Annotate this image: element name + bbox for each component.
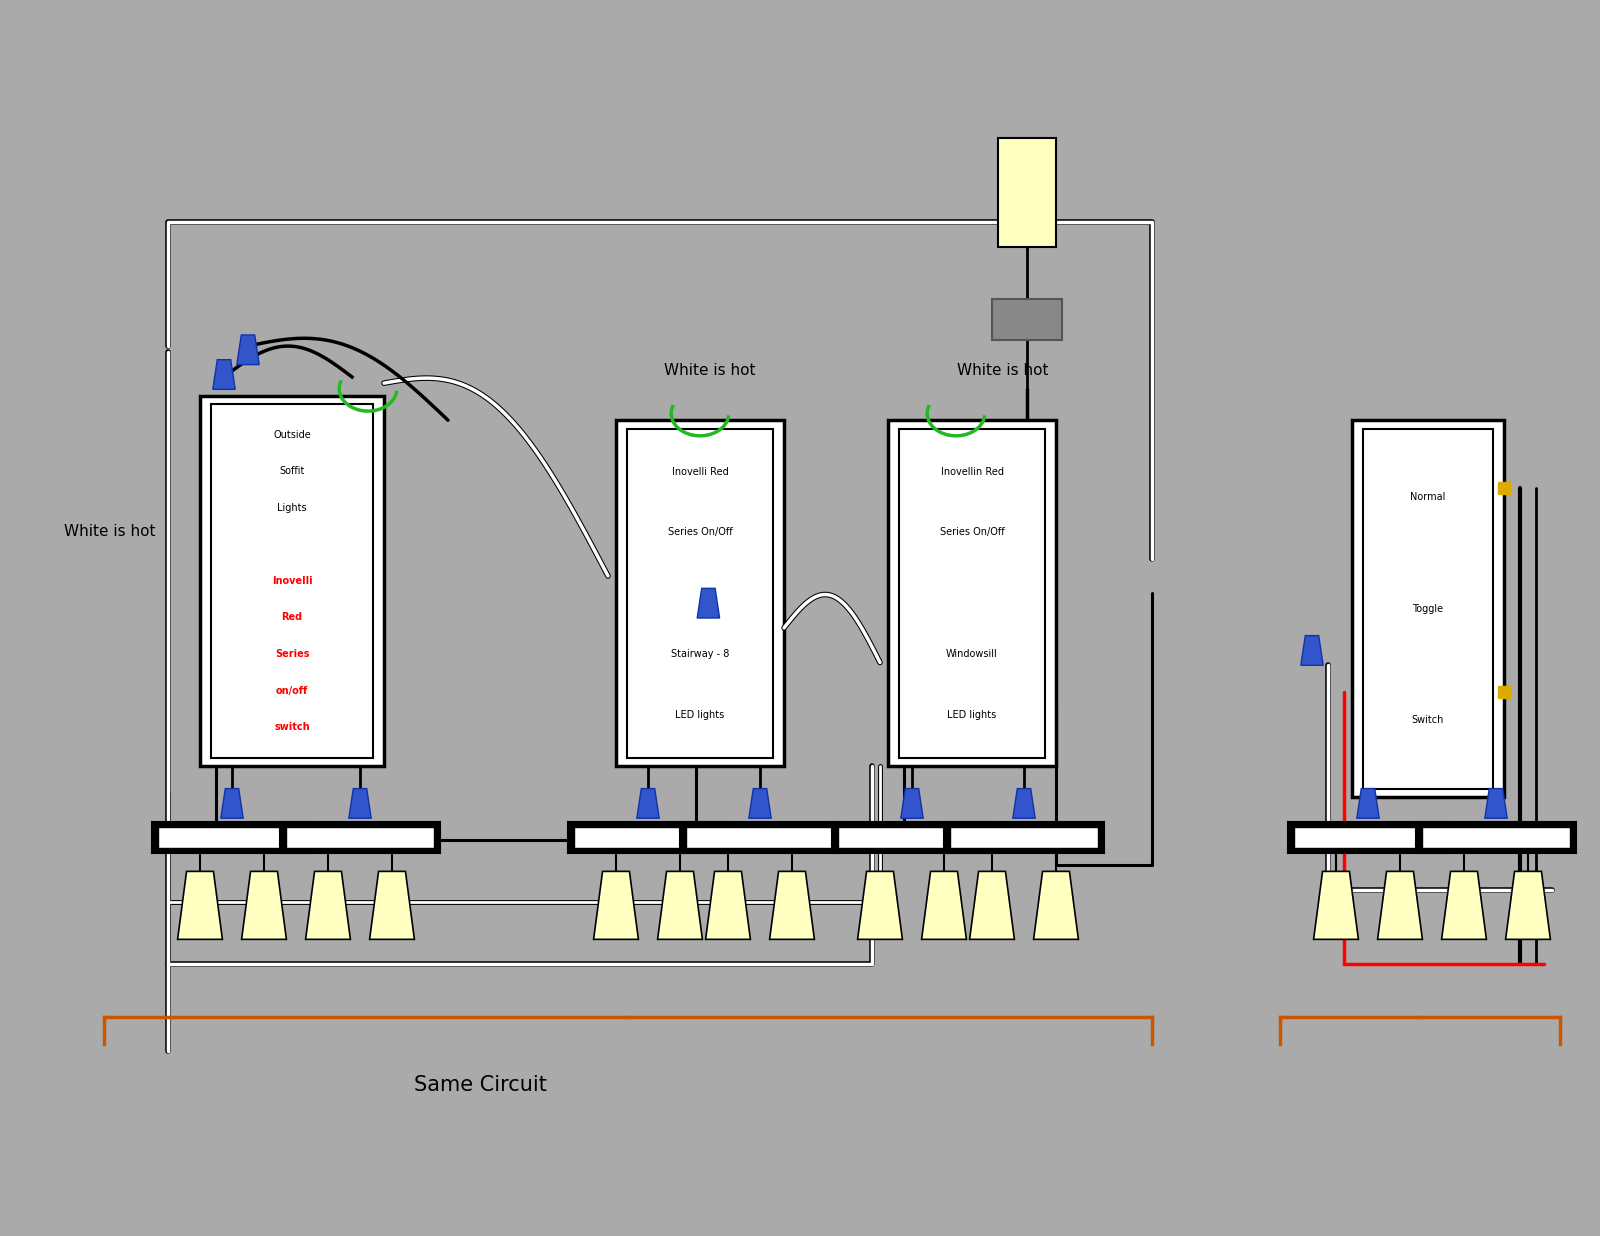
FancyBboxPatch shape [200, 396, 384, 766]
Text: Stairway - 8: Stairway - 8 [670, 649, 730, 659]
FancyBboxPatch shape [992, 299, 1062, 340]
FancyBboxPatch shape [1288, 822, 1448, 853]
Polygon shape [178, 871, 222, 939]
Polygon shape [706, 871, 750, 939]
FancyBboxPatch shape [1363, 429, 1493, 789]
Polygon shape [1301, 635, 1323, 665]
Polygon shape [242, 871, 286, 939]
FancyBboxPatch shape [838, 827, 986, 848]
Polygon shape [594, 871, 638, 939]
Polygon shape [770, 871, 814, 939]
Text: Inovellin Red: Inovellin Red [941, 467, 1003, 477]
Text: Toggle: Toggle [1413, 603, 1443, 614]
FancyBboxPatch shape [48, 74, 1552, 1149]
Text: Switch: Switch [1411, 716, 1445, 726]
Polygon shape [213, 360, 235, 389]
FancyBboxPatch shape [211, 404, 373, 758]
Polygon shape [922, 871, 966, 939]
Text: Red: Red [282, 613, 302, 623]
Polygon shape [749, 789, 771, 818]
Polygon shape [221, 789, 243, 818]
Polygon shape [1378, 871, 1422, 939]
FancyBboxPatch shape [574, 827, 722, 848]
Text: Same Circuit: Same Circuit [413, 1075, 547, 1095]
Text: Windowsill: Windowsill [946, 649, 998, 659]
Text: Outside: Outside [274, 430, 310, 440]
Polygon shape [1357, 789, 1379, 818]
FancyBboxPatch shape [286, 827, 434, 848]
FancyBboxPatch shape [158, 827, 306, 848]
Polygon shape [1506, 871, 1550, 939]
Text: Series: Series [275, 649, 309, 659]
Text: Lights: Lights [277, 503, 307, 513]
Polygon shape [698, 588, 720, 618]
Text: LED lights: LED lights [947, 709, 997, 719]
FancyBboxPatch shape [680, 822, 840, 853]
Text: Inovelli Red: Inovelli Red [672, 467, 728, 477]
Polygon shape [970, 871, 1014, 939]
Text: White is hot: White is hot [957, 363, 1048, 378]
Text: Inovelli: Inovelli [272, 576, 312, 586]
Polygon shape [637, 789, 659, 818]
Polygon shape [349, 789, 371, 818]
Polygon shape [370, 871, 414, 939]
Polygon shape [658, 871, 702, 939]
Polygon shape [237, 335, 259, 365]
Polygon shape [1314, 871, 1358, 939]
FancyBboxPatch shape [899, 429, 1045, 758]
FancyBboxPatch shape [1422, 827, 1570, 848]
Polygon shape [1034, 871, 1078, 939]
Text: Series On/Off: Series On/Off [939, 528, 1005, 538]
Text: on/off: on/off [275, 686, 309, 696]
FancyBboxPatch shape [627, 429, 773, 758]
FancyBboxPatch shape [616, 420, 784, 766]
Polygon shape [1013, 789, 1035, 818]
FancyBboxPatch shape [1416, 822, 1576, 853]
Text: LED lights: LED lights [675, 709, 725, 719]
FancyBboxPatch shape [888, 420, 1056, 766]
Polygon shape [306, 871, 350, 939]
Text: White is hot: White is hot [664, 363, 755, 378]
FancyBboxPatch shape [568, 822, 728, 853]
Polygon shape [1485, 789, 1507, 818]
Polygon shape [1442, 871, 1486, 939]
Polygon shape [901, 789, 923, 818]
FancyBboxPatch shape [152, 822, 312, 853]
Polygon shape [858, 871, 902, 939]
FancyBboxPatch shape [998, 138, 1056, 247]
Text: Series On/Off: Series On/Off [667, 528, 733, 538]
Text: Normal: Normal [1410, 492, 1446, 502]
FancyBboxPatch shape [944, 822, 1104, 853]
Text: White is hot: White is hot [64, 524, 155, 539]
FancyBboxPatch shape [686, 827, 834, 848]
Text: Soffit: Soffit [280, 466, 304, 476]
FancyBboxPatch shape [1294, 827, 1442, 848]
FancyBboxPatch shape [1352, 420, 1504, 797]
FancyBboxPatch shape [950, 827, 1098, 848]
FancyBboxPatch shape [280, 822, 440, 853]
FancyBboxPatch shape [832, 822, 992, 853]
Text: switch: switch [274, 722, 310, 732]
